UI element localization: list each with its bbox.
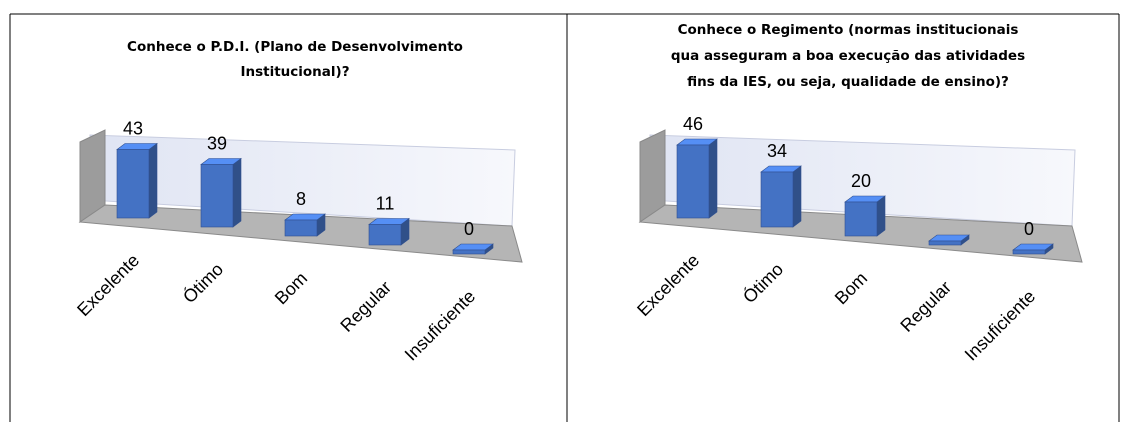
chart-title: Institucional)? [240, 64, 349, 80]
chart-title: fins da IES, ou seja, qualidade de ensin… [687, 74, 1009, 90]
x-tick-label: Bom [831, 268, 871, 308]
x-tick-label: Insuficiente [401, 286, 480, 365]
bar [844, 201, 878, 237]
bar-side [148, 142, 158, 219]
bar [760, 171, 794, 228]
x-tick-label: Excelente [633, 250, 703, 320]
data-label: 20 [851, 171, 871, 191]
x-tick-label: Excelente [73, 250, 143, 320]
bar [200, 164, 234, 228]
data-label: 34 [767, 141, 787, 161]
data-label: 39 [207, 133, 227, 153]
bar [676, 144, 710, 219]
chart-title: Conhece o P.D.I. (Plano de Desenvolvimen… [127, 39, 463, 55]
bar [1012, 249, 1046, 255]
x-tick-label: Regular [896, 277, 955, 336]
data-label: 46 [683, 114, 703, 134]
data-label: 0 [464, 219, 474, 239]
x-tick-label: Insuficiente [961, 286, 1040, 365]
x-tick-label: Ótimo [178, 258, 227, 307]
bar-side [876, 195, 886, 237]
x-tick-label: Ótimo [738, 258, 787, 307]
bar-side [708, 138, 718, 219]
bar-side [792, 165, 802, 228]
x-tick-label: Regular [336, 277, 395, 336]
data-label: 11 [376, 193, 395, 213]
chart-title: qua asseguram a boa execução das ativida… [671, 48, 1025, 64]
data-label: 0 [1024, 219, 1034, 239]
data-label: 8 [296, 189, 306, 209]
chart-title: Conhece o Regimento (normas instituciona… [678, 22, 1019, 38]
bar [116, 149, 150, 219]
bar [368, 224, 402, 246]
bar [452, 249, 486, 255]
x-tick-label: Bom [271, 268, 311, 308]
bar [928, 240, 962, 246]
bar-side [232, 157, 242, 228]
bar [284, 219, 318, 237]
data-label: 43 [123, 118, 143, 138]
